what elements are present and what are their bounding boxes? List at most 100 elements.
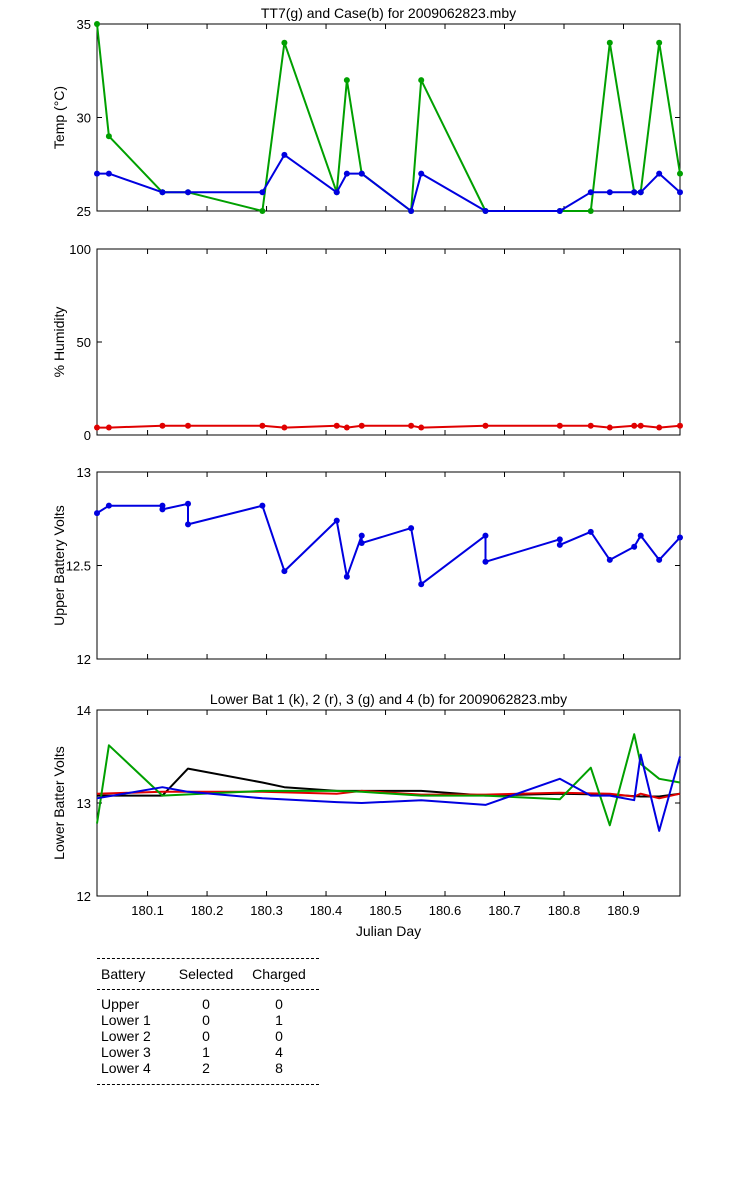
cell-battery: Lower 1 bbox=[101, 1012, 151, 1028]
x-axis-label: Julian Day bbox=[356, 923, 421, 939]
table-row: Upper 0 0 bbox=[97, 996, 319, 1012]
data-point bbox=[656, 424, 663, 431]
data-point bbox=[281, 151, 288, 158]
table-row: Lower 3 1 4 bbox=[97, 1044, 319, 1060]
data-point bbox=[94, 21, 100, 27]
data-point bbox=[94, 424, 100, 431]
data-point bbox=[281, 424, 288, 431]
y-tick-label: 35 bbox=[77, 17, 91, 32]
x-tick-label: 180.1 bbox=[131, 903, 164, 918]
data-point bbox=[333, 422, 340, 429]
cell-selected: 0 bbox=[202, 1028, 210, 1044]
series-line-4 bbox=[96, 753, 681, 832]
table-top-rule bbox=[97, 958, 319, 959]
cell-selected: 1 bbox=[202, 1044, 210, 1060]
data-point bbox=[587, 528, 594, 535]
data-point bbox=[418, 77, 425, 84]
data-point bbox=[358, 540, 365, 547]
data-point bbox=[556, 536, 563, 543]
data-point bbox=[259, 189, 266, 196]
data-point bbox=[358, 532, 365, 539]
series-line-3 bbox=[96, 733, 681, 827]
data-point bbox=[281, 568, 288, 575]
data-point bbox=[587, 208, 594, 214]
data-point bbox=[185, 422, 192, 429]
y-axis-label: Lower Batter Volts bbox=[51, 746, 67, 860]
cell-selected: 2 bbox=[202, 1060, 210, 1076]
data-point bbox=[105, 502, 112, 509]
data-point bbox=[556, 208, 563, 214]
x-tick-label: 180.7 bbox=[488, 903, 521, 918]
data-point bbox=[333, 517, 340, 524]
data-point bbox=[343, 424, 350, 431]
chart-panel-2: 0 50 100 % Humidity bbox=[51, 242, 683, 443]
header-charged: Charged bbox=[252, 966, 306, 982]
series-line-1 bbox=[96, 502, 681, 586]
data-point bbox=[343, 573, 350, 580]
cell-battery: Upper bbox=[101, 996, 140, 1012]
data-point bbox=[343, 170, 350, 177]
y-tick-label: 14 bbox=[77, 703, 91, 718]
data-point bbox=[408, 525, 415, 532]
cell-charged: 1 bbox=[275, 1012, 283, 1028]
data-point bbox=[259, 502, 266, 509]
data-point bbox=[677, 422, 683, 429]
data-point bbox=[482, 208, 489, 214]
x-tick-label: 180.9 bbox=[607, 903, 640, 918]
data-point bbox=[418, 170, 425, 177]
y-tick-label: 30 bbox=[77, 111, 91, 126]
plot-frame bbox=[96, 248, 681, 436]
plot-frame bbox=[96, 709, 681, 897]
battery-table: Battery Selected Charged Upper 0 0 Lower… bbox=[97, 958, 319, 1085]
data-point bbox=[606, 189, 613, 196]
table-row: Lower 4 2 8 bbox=[97, 1060, 319, 1076]
chart-panel-3: 12 12.5 13 Upper Battery Volts bbox=[51, 465, 683, 667]
data-point bbox=[677, 534, 683, 541]
data-point bbox=[259, 422, 266, 429]
cell-charged: 4 bbox=[275, 1044, 283, 1060]
data-point bbox=[656, 170, 663, 177]
table-bottom-rule bbox=[97, 1084, 319, 1085]
data-point bbox=[418, 581, 425, 588]
y-tick-label: 12.5 bbox=[66, 559, 91, 574]
data-point bbox=[94, 170, 100, 177]
data-point bbox=[185, 521, 192, 528]
data-point bbox=[185, 189, 192, 196]
header-selected: Selected bbox=[178, 966, 234, 982]
y-tick-label: 25 bbox=[77, 204, 91, 219]
cell-charged: 8 bbox=[275, 1060, 283, 1076]
data-point bbox=[637, 189, 644, 196]
x-tick-label: 180.4 bbox=[310, 903, 343, 918]
cell-charged: 0 bbox=[275, 996, 283, 1012]
data-point bbox=[418, 424, 425, 431]
data-point bbox=[358, 422, 365, 429]
y-axis-label: Upper Battery Volts bbox=[51, 505, 67, 626]
data-point bbox=[408, 422, 415, 429]
data-point bbox=[159, 506, 166, 513]
data-point bbox=[281, 39, 288, 46]
cell-charged: 0 bbox=[275, 1028, 283, 1044]
x-tick-label: 180.2 bbox=[191, 903, 224, 918]
data-point bbox=[343, 77, 350, 84]
table-row: Lower 2 0 0 bbox=[97, 1028, 319, 1044]
data-point bbox=[637, 422, 644, 429]
data-point bbox=[333, 189, 340, 196]
data-point bbox=[159, 422, 166, 429]
data-point bbox=[482, 532, 489, 539]
data-point bbox=[637, 532, 644, 539]
chart-panel-1: 25 30 35 TT7(g) and Case(b) for 2009062823.… bbox=[51, 5, 683, 219]
y-tick-label: 100 bbox=[69, 242, 91, 257]
chart-title: TT7(g) and Case(b) for 2009062823.mby bbox=[261, 5, 516, 21]
plot-frame bbox=[96, 471, 681, 660]
data-point bbox=[631, 189, 638, 196]
y-tick-label: 13 bbox=[77, 465, 91, 480]
chart-title: Lower Bat 1 (k), 2 (r), 3 (g) and 4 (b) … bbox=[210, 691, 567, 707]
data-point bbox=[587, 189, 594, 196]
data-point bbox=[606, 556, 613, 563]
table-header: Battery Selected Charged bbox=[97, 965, 319, 983]
data-point bbox=[677, 170, 683, 177]
plot-frame bbox=[96, 23, 681, 212]
y-axis-label: Temp (°C) bbox=[51, 86, 67, 149]
cell-selected: 0 bbox=[202, 996, 210, 1012]
